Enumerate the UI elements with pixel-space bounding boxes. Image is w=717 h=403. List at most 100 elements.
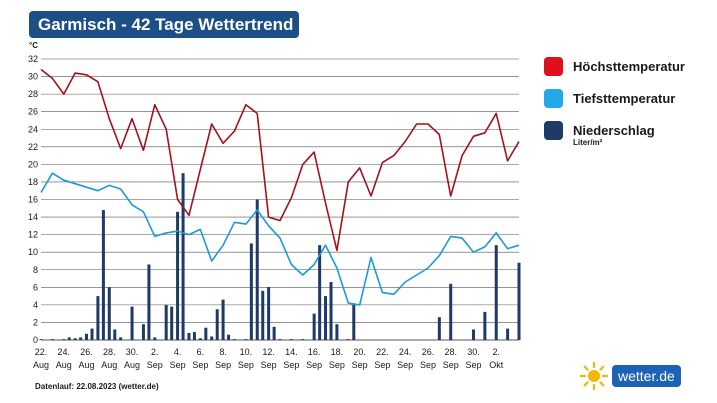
x-tick-day: 22. bbox=[376, 347, 389, 357]
x-tick-month: Sep bbox=[352, 360, 368, 370]
precip-bar bbox=[221, 299, 225, 340]
x-tick-day: 30. bbox=[126, 347, 139, 357]
precip-bar bbox=[346, 339, 350, 340]
y-tick-label: 4 bbox=[33, 300, 38, 310]
y-tick-label: 10 bbox=[28, 247, 38, 257]
x-tick-month: Sep bbox=[420, 360, 436, 370]
precip-bar bbox=[39, 339, 43, 340]
y-tick-label: 2 bbox=[33, 317, 38, 327]
y-unit-label: °C bbox=[29, 41, 38, 50]
legend-item-low: Tiefsttemperatur bbox=[544, 82, 685, 114]
x-tick-day: 8. bbox=[219, 347, 227, 357]
legend-label-low: Tiefsttemperatur bbox=[573, 90, 676, 106]
x-tick-month: Sep bbox=[443, 360, 459, 370]
precip-bar bbox=[272, 326, 276, 340]
sun-icon bbox=[580, 362, 608, 390]
legend-precip-unit: Liter/m² bbox=[573, 138, 603, 147]
precip-bar bbox=[312, 313, 316, 340]
precip-bar bbox=[483, 311, 487, 340]
x-tick-day: 30. bbox=[467, 347, 480, 357]
y-tick-label: 20 bbox=[28, 159, 38, 169]
x-tick-month: Sep bbox=[465, 360, 481, 370]
precip-bar bbox=[335, 324, 339, 340]
precip-bar bbox=[449, 283, 453, 340]
chart-title: Garmisch - 42 Tage Wettertrend bbox=[29, 11, 299, 38]
precip-bar bbox=[67, 337, 71, 340]
precip-bar bbox=[176, 211, 180, 340]
x-tick-month: Sep bbox=[147, 360, 163, 370]
legend-item-high: Höchsttemperatur bbox=[544, 50, 685, 82]
precip-bar bbox=[204, 327, 208, 340]
high-temp-line bbox=[40, 68, 520, 252]
y-tick-label: 0 bbox=[33, 335, 38, 345]
precip-bar bbox=[107, 287, 111, 340]
x-tick-month: Sep bbox=[374, 360, 390, 370]
x-tick-month: Sep bbox=[192, 360, 208, 370]
x-tick-month: Sep bbox=[170, 360, 186, 370]
precip-bar bbox=[289, 339, 293, 340]
precip-bar bbox=[352, 304, 356, 340]
precip-bar bbox=[255, 199, 259, 340]
precip-bar bbox=[90, 328, 94, 340]
precip-bar bbox=[119, 337, 123, 340]
y-tick-label: 30 bbox=[28, 72, 38, 82]
precip-bar bbox=[198, 338, 202, 340]
y-tick-label: 26 bbox=[28, 107, 38, 117]
precip-bar bbox=[187, 332, 191, 340]
y-tick-label: 12 bbox=[28, 230, 38, 240]
precip-bar bbox=[244, 339, 248, 340]
precip-bar bbox=[227, 334, 231, 340]
precip-bar bbox=[147, 264, 151, 340]
x-tick-day: 24. bbox=[399, 347, 412, 357]
legend-swatch-low bbox=[544, 88, 563, 108]
x-tick-month: Sep bbox=[215, 360, 231, 370]
legend-swatch-high bbox=[544, 56, 563, 76]
x-tick-month: Sep bbox=[238, 360, 254, 370]
precip-bar bbox=[517, 262, 521, 340]
precip-bar bbox=[215, 309, 219, 340]
x-tick-month: Aug bbox=[56, 360, 72, 370]
precip-bar bbox=[329, 282, 333, 340]
precip-bar bbox=[192, 332, 196, 340]
y-tick-label: 8 bbox=[33, 265, 38, 275]
y-tick-label: 24 bbox=[28, 124, 38, 134]
grid bbox=[41, 58, 519, 341]
x-tick-day: 2. bbox=[151, 347, 159, 357]
logo-text: wetter.de bbox=[612, 365, 681, 387]
precip-bar bbox=[113, 329, 117, 340]
precip-bar bbox=[164, 304, 168, 340]
x-tick-day: 6. bbox=[197, 347, 205, 357]
x-tick-day: 10. bbox=[240, 347, 253, 357]
precip-bar bbox=[85, 333, 89, 340]
x-tick-day: 12. bbox=[262, 347, 275, 357]
precip-bar bbox=[232, 339, 236, 340]
precip-bar bbox=[324, 296, 328, 340]
precip-bar bbox=[278, 339, 282, 340]
x-tick-month: Aug bbox=[101, 360, 117, 370]
x-tick-day: 22. bbox=[35, 347, 48, 357]
y-tick-label: 14 bbox=[28, 212, 38, 222]
x-tick-day: 24. bbox=[58, 347, 71, 357]
precip-bar bbox=[130, 306, 134, 340]
x-tick-day: 28. bbox=[103, 347, 116, 357]
y-tick-label: 22 bbox=[28, 142, 38, 152]
precip-bar bbox=[249, 243, 253, 340]
x-axis-ticks: 22. Aug 24. Aug 26. Aug 28. Aug 30. Aug 2. Sep 4. Sep… bbox=[33, 347, 504, 370]
x-tick-day: 2. bbox=[492, 347, 500, 357]
wetter-logo[interactable]: wetter.de bbox=[580, 362, 681, 390]
x-tick-month: Sep bbox=[306, 360, 322, 370]
x-tick-day: 26. bbox=[422, 347, 435, 357]
x-tick-month: Aug bbox=[79, 360, 95, 370]
precip-bar bbox=[261, 290, 265, 340]
x-tick-month: Sep bbox=[329, 360, 345, 370]
precip-bar bbox=[96, 296, 100, 340]
precip-bar bbox=[506, 328, 510, 340]
precip-bar bbox=[301, 339, 305, 340]
x-tick-day: 16. bbox=[308, 347, 321, 357]
legend-label-precip: Niederschlag bbox=[573, 122, 655, 138]
precip-bar bbox=[153, 337, 157, 340]
x-tick-day: 4. bbox=[174, 347, 182, 357]
precip-bar bbox=[267, 287, 271, 340]
